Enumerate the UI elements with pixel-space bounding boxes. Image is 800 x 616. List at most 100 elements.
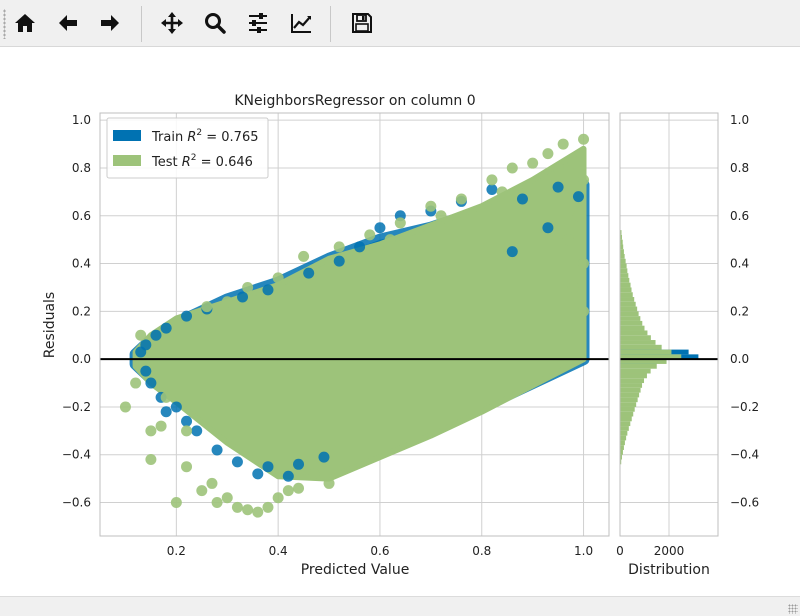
histogram-bar-test <box>620 239 623 245</box>
histogram-bar-test <box>620 244 624 250</box>
y-tick-label: 1.0 <box>72 113 91 127</box>
back-button[interactable] <box>52 7 84 39</box>
main-axes-frame <box>99 112 610 537</box>
train-point <box>318 451 330 463</box>
train-point <box>191 425 203 437</box>
test-point <box>552 162 564 174</box>
edit-axis-button[interactable] <box>285 7 317 39</box>
test-point <box>206 477 218 489</box>
home-button[interactable] <box>9 7 41 39</box>
distribution-plot: 0 2000 1.0 0.8 0.6 0.4 0.2 0.0 −0.2 −0.4 −0.6 Dis… <box>616 112 759 578</box>
histogram-y-tick-label: 0.4 <box>730 257 749 271</box>
test-point <box>567 281 579 293</box>
histogram-x-axis-label: Distribution <box>628 562 710 578</box>
test-point <box>567 157 579 169</box>
histogram-bar-test <box>620 435 627 441</box>
histogram-bar-test <box>620 454 622 460</box>
y-tick-label: −0.2 <box>62 400 91 414</box>
zoom-button[interactable] <box>199 7 231 39</box>
configure-subplots-button[interactable] <box>242 7 274 39</box>
histogram-bar-test <box>620 325 645 331</box>
histogram-bar-test <box>620 406 635 412</box>
test-point <box>578 174 590 186</box>
histogram-bar-test <box>620 426 629 431</box>
save-button[interactable] <box>346 7 378 39</box>
histogram-x-tick-label: 0 <box>616 544 624 558</box>
histogram-bars <box>620 230 699 465</box>
x-tick-labels: 0.2 0.4 0.6 0.8 1.0 <box>167 544 593 558</box>
y-tick-labels: 1.0 0.8 0.6 0.4 0.2 0.0 −0.2 −0.4 −0.6 <box>62 113 91 509</box>
test-point <box>242 504 254 516</box>
toolbar-grip[interactable] <box>3 9 6 39</box>
histogram-y-tick-labels: 1.0 0.8 0.6 0.4 0.2 0.0 −0.2 −0.4 −0.6 <box>730 113 759 509</box>
x-tick-label: 0.2 <box>167 544 186 558</box>
train-point <box>170 401 182 413</box>
histogram-bar-test <box>620 445 624 450</box>
test-point <box>578 305 590 317</box>
test-point <box>272 492 284 504</box>
histogram-bar-test <box>620 258 626 264</box>
sliders-icon <box>249 13 267 33</box>
test-point <box>542 148 554 160</box>
histogram-bar-test <box>620 282 631 288</box>
y-tick-label: −0.4 <box>62 448 91 462</box>
test-point <box>181 461 193 473</box>
train-point <box>486 183 498 195</box>
histogram-y-tick-label: −0.6 <box>730 496 759 510</box>
resize-grip[interactable] <box>788 604 798 614</box>
y-tick-label: 0.8 <box>72 161 91 175</box>
test-point <box>196 485 208 497</box>
x-axis-label: Predicted Value <box>301 562 410 578</box>
test-point <box>130 377 142 389</box>
figure-canvas: KNeighborsRegressor on column 0 0.2 0.4 0.… <box>42 93 759 578</box>
histogram-bar-test <box>620 392 640 398</box>
pan-button[interactable] <box>156 7 188 39</box>
histogram-bar-test <box>620 340 656 345</box>
forward-button[interactable] <box>94 7 126 39</box>
chart-title: KNeighborsRegressor on column 0 <box>234 93 475 109</box>
toolbar-separator <box>141 6 142 42</box>
train-point <box>160 322 172 334</box>
train-point <box>252 468 264 480</box>
legend: Train R2 = 0.765 Test R2 = 0.646 <box>106 117 269 179</box>
histogram-bar-test <box>620 421 631 427</box>
train-point <box>333 255 345 267</box>
home-icon <box>15 14 35 32</box>
test-point <box>135 329 147 341</box>
legend-label-train: Train R2 = 0.765 <box>151 128 258 145</box>
histogram-bar-test <box>620 254 625 259</box>
line-chart-icon <box>291 14 311 33</box>
test-point <box>201 301 213 313</box>
train-point <box>160 406 172 418</box>
legend-swatch-test <box>113 155 141 166</box>
histogram-y-tick-label: 0.0 <box>730 352 749 366</box>
test-point <box>181 425 193 437</box>
train-point <box>262 461 274 473</box>
histogram-y-tick-label: 1.0 <box>730 113 749 127</box>
test-point <box>170 497 182 509</box>
test-point <box>145 454 157 466</box>
y-tick-label: 0.4 <box>72 257 91 271</box>
test-point <box>221 492 233 504</box>
test-point <box>308 468 320 480</box>
histogram-bar-test <box>620 411 634 417</box>
test-envelope <box>132 145 587 482</box>
train-point <box>231 456 243 468</box>
histogram-bar-test <box>620 320 643 326</box>
histogram-bar-test <box>620 378 645 384</box>
histogram-bar-test <box>620 234 622 240</box>
x-tick-label: 0.6 <box>370 544 389 558</box>
train-point <box>237 291 249 303</box>
test-point <box>333 241 345 253</box>
histogram-bar-test <box>620 430 628 436</box>
train-point <box>282 470 294 482</box>
train-point <box>303 267 315 279</box>
test-point <box>282 485 294 497</box>
histogram-bar-test <box>620 449 623 455</box>
legend-swatch-train <box>113 130 141 141</box>
floppy-disk-icon <box>352 13 372 33</box>
test-point <box>572 210 584 222</box>
legend-label-test: Test R2 = 0.646 <box>151 153 253 170</box>
train-point <box>140 365 152 377</box>
test-point <box>298 250 310 262</box>
